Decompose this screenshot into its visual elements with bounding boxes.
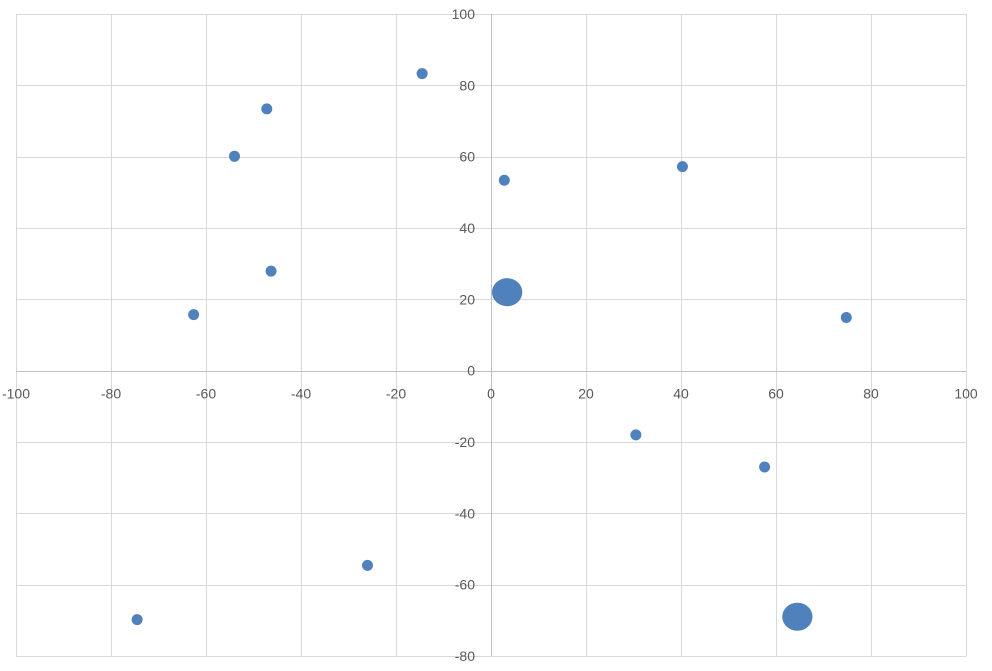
x-tick-label: 20: [578, 386, 594, 402]
data-point: [229, 150, 240, 162]
data-point: [188, 309, 200, 321]
data-point: [265, 265, 277, 277]
data-point: [416, 68, 428, 80]
data-point: [759, 461, 771, 473]
x-tick-label: -100: [2, 386, 30, 402]
y-tick-label: -20: [455, 434, 475, 450]
y-tick-label: 60: [459, 149, 475, 165]
data-point: [676, 161, 688, 173]
data-point: [492, 278, 523, 307]
x-tick-label: 40: [673, 386, 689, 402]
x-tick-label: 60: [768, 386, 784, 402]
data-points: [131, 68, 852, 631]
y-tick-label: 100: [452, 6, 476, 22]
y-tick-label: -60: [455, 577, 475, 593]
y-tick-label: 20: [459, 291, 475, 307]
y-tick-label: -80: [455, 648, 475, 664]
x-tick-label: -40: [291, 386, 311, 402]
data-point: [782, 602, 813, 631]
data-point: [362, 559, 373, 571]
data-point: [261, 103, 273, 115]
x-tick-label: 0: [487, 386, 495, 402]
x-tick-label: -20: [386, 386, 406, 402]
axes: [16, 14, 966, 656]
x-tick-label: 100: [954, 386, 978, 402]
data-point: [131, 614, 143, 626]
y-tick-label: 80: [459, 77, 475, 93]
data-point: [840, 312, 852, 324]
y-tick-labels: -80 -60 -40 -20 0 20 40 60 80 100: [452, 6, 476, 664]
x-tick-label: -80: [101, 386, 121, 402]
y-tick-label: 0: [467, 363, 475, 379]
y-tick-label: -40: [455, 505, 475, 521]
x-tick-label: 80: [863, 386, 879, 402]
y-tick-label: 40: [459, 220, 475, 236]
data-point: [630, 429, 642, 441]
x-tick-labels: -100 -80 -60 -40 -20 0 20 40 60 80 100: [2, 386, 978, 402]
data-point: [498, 174, 510, 186]
x-tick-label: -60: [196, 386, 216, 402]
